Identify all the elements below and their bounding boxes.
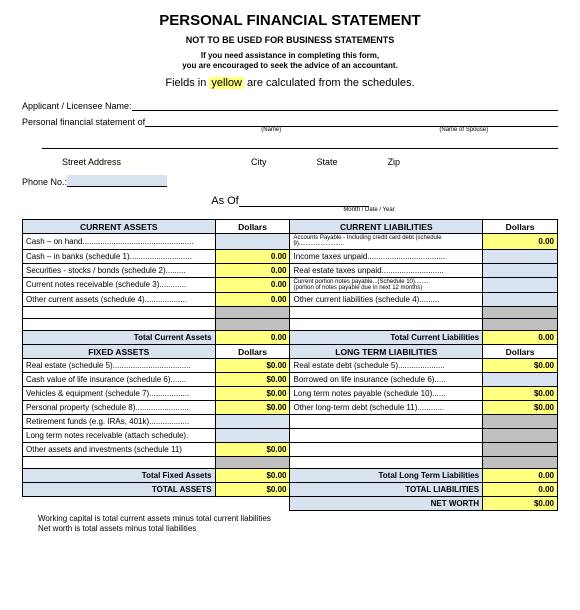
fa5-val[interactable] <box>215 415 290 429</box>
tl-label: TOTAL LIABILITIES <box>290 483 483 497</box>
th-dollars-4: Dollars <box>483 345 558 359</box>
cl3-label: Real estate taxes unpaid................… <box>290 263 483 277</box>
applicant-label: Applicant / Licensee Name: <box>22 101 132 111</box>
fa3-label: Vehicles & equipment (schedule 7).......… <box>23 387 216 401</box>
ll1-val: $0.00 <box>483 359 558 373</box>
header-row-1: CURRENT ASSETS Dollars CURRENT LIABILITI… <box>23 220 558 234</box>
address-labels: Street Address City State Zip <box>22 157 558 167</box>
ca2-label: Cash – in banks (schedule 1)............… <box>23 249 216 263</box>
ll2-label: Borrowed on life insurance (schedule 6).… <box>290 373 483 387</box>
tltl-val: 0.00 <box>483 469 558 483</box>
address-field[interactable] <box>42 137 558 149</box>
tca-val: 0.00 <box>215 331 290 345</box>
phone-row: Phone No.: <box>22 175 558 187</box>
cl1-label: Accounts Payable - Including credit card… <box>290 234 483 250</box>
assist-line1: If you need assistance in completing thi… <box>201 51 379 60</box>
applicant-row: Applicant / Licensee Name: <box>22 99 558 111</box>
ca1-label: Cash – on hand..........................… <box>23 234 216 250</box>
ca5-label: Other current assets (schedule 4).......… <box>23 293 216 307</box>
fa1-label: Real estate (schedule 5)................… <box>23 359 216 373</box>
page-title: PERSONAL FINANCIAL STATEMENT <box>22 12 558 29</box>
name-sublabel: (Name) <box>177 127 366 133</box>
cl2-label: Income taxes unpaid.....................… <box>290 249 483 263</box>
street-label: Street Address <box>62 157 121 167</box>
tl-val: 0.00 <box>483 483 558 497</box>
ta-label: TOTAL ASSETS <box>23 483 216 497</box>
fa2-val: $0.00 <box>215 373 290 387</box>
calc-note: Fields in yellow are calculated from the… <box>22 77 558 89</box>
ca3-val: 0.00 <box>215 263 290 277</box>
ca4-label: Current notes receivable (schedule 3)...… <box>23 277 216 293</box>
yellow-highlight: yellow <box>209 77 244 89</box>
subtitle: NOT TO BE USED FOR BUSINESS STATEMENTS <box>22 35 558 45</box>
fa4-val: $0.00 <box>215 401 290 415</box>
th-dollars-3: Dollars <box>215 345 290 359</box>
th-current-liab: CURRENT LIABILITIES <box>290 220 483 234</box>
fa6-label: Long term notes receivable (attach sched… <box>23 429 216 443</box>
fa7-label: Other assets and investments (schedule 1… <box>23 443 216 457</box>
ll2-val[interactable] <box>483 373 558 387</box>
asof-row: As Of <box>22 195 558 207</box>
city-label: City <box>251 157 267 167</box>
th-fixed-assets: FIXED ASSETS <box>23 345 216 359</box>
ll3-val: $0.00 <box>483 387 558 401</box>
phone-label: Phone No.: <box>22 177 67 187</box>
pfs-field[interactable] <box>145 115 558 127</box>
fa4-label: Personal property (schedule 8)..........… <box>23 401 216 415</box>
asof-label: As Of <box>211 195 239 207</box>
zip-label: Zip <box>388 157 401 167</box>
fa6-val[interactable] <box>215 429 290 443</box>
th-longterm-liab: LONG TERM LIABILITIES <box>290 345 483 359</box>
fa3-val: $0.00 <box>215 387 290 401</box>
ll4-label: Other long-term debt (schedule 11)......… <box>290 401 483 415</box>
th-dollars-1: Dollars <box>215 220 290 234</box>
state-label: State <box>317 157 338 167</box>
fa2-label: Cash value of life insurance (schedule 6… <box>23 373 216 387</box>
cl4-val[interactable] <box>483 277 558 293</box>
cl3-val[interactable] <box>483 263 558 277</box>
cl1-val: 0.00 <box>483 234 558 250</box>
applicant-field[interactable] <box>132 99 558 111</box>
header-row-2: FIXED ASSETS Dollars LONG TERM LIABILITI… <box>23 345 558 359</box>
ta-val: $0.00 <box>215 483 290 497</box>
footnote-2: Net worth is total assets minus total li… <box>22 524 558 534</box>
pfs-row: Personal financial statement of <box>22 115 558 127</box>
tltl-label: Total Long Term Liabilities <box>290 469 483 483</box>
tcl-label: Total Current Liabilities <box>290 331 483 345</box>
fa5-label: Retirement funds (e.g. IRAs, 401k)......… <box>23 415 216 429</box>
cl2-val[interactable] <box>483 249 558 263</box>
ll4-val: $0.00 <box>483 401 558 415</box>
tfa-val: $0.00 <box>215 469 290 483</box>
fa7-val: $0.00 <box>215 443 290 457</box>
assist-line2: you are encouraged to seek the advice of… <box>182 61 398 70</box>
assist-text: If you need assistance in completing thi… <box>22 51 558 71</box>
nw-label: NET WORTH <box>290 497 483 511</box>
nw-val: $0.00 <box>483 497 558 511</box>
cl5-label: Other current liabilities (schedule 4)..… <box>290 293 483 307</box>
ca4-val: 0.00 <box>215 277 290 293</box>
ll1-label: Real estate debt (schedule 5)...........… <box>290 359 483 373</box>
ca5-val: 0.00 <box>215 293 290 307</box>
ca2-val: 0.00 <box>215 249 290 263</box>
ca3-label: Securities - stocks / bonds (schedule 2)… <box>23 263 216 277</box>
ll3-label: Long term notes payable (schedule 10)...… <box>290 387 483 401</box>
spouse-sublabel: (Name of Spouse) <box>370 127 559 133</box>
fa1-val: $0.00 <box>215 359 290 373</box>
tcl-val: 0.00 <box>483 331 558 345</box>
tca-label: Total Current Assets <box>23 331 216 345</box>
financial-table: CURRENT ASSETS Dollars CURRENT LIABILITI… <box>22 219 558 511</box>
th-dollars-2: Dollars <box>483 220 558 234</box>
asof-field[interactable] <box>239 195 369 207</box>
asof-sublabel: Month / Date / Year <box>180 207 558 213</box>
cl5-val[interactable] <box>483 293 558 307</box>
th-current-assets: CURRENT ASSETS <box>23 220 216 234</box>
phone-field[interactable] <box>67 175 167 187</box>
tfa-label: Total Fixed Assets <box>23 469 216 483</box>
cl4-label: Current portion notes payable...(Schedul… <box>290 277 483 293</box>
footnote-1: Working capital is total current assets … <box>22 514 558 524</box>
ca1-val[interactable] <box>215 234 290 250</box>
pfs-label: Personal financial statement of <box>22 117 145 127</box>
